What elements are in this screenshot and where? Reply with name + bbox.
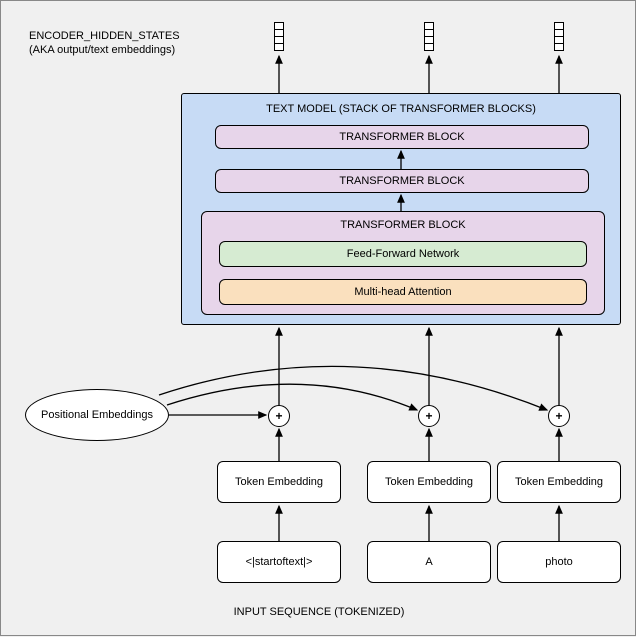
token-embedding-1: Token Embedding <box>367 461 491 503</box>
token-embedding-2: Token Embedding <box>497 461 621 503</box>
diagram-canvas: ENCODER_HIDDEN_STATES (AKA output/text e… <box>0 0 636 636</box>
multi-head-attention: Multi-head Attention <box>219 279 587 305</box>
transformer-block-1: TRANSFORMER BLOCK <box>215 169 589 193</box>
transformer-block-0: TRANSFORMER BLOCK <box>215 125 589 149</box>
token-2: photo <box>497 541 621 583</box>
text-model-title: TEXT MODEL (STACK OF TRANSFORMER BLOCKS) <box>266 102 536 116</box>
plus-node-0: + <box>268 405 290 427</box>
output-header: ENCODER_HIDDEN_STATES (AKA output/text e… <box>29 29 180 58</box>
token-embedding-0: Token Embedding <box>217 461 341 503</box>
feed-forward-network: Feed-Forward Network <box>219 241 587 267</box>
output-header-line1: ENCODER_HIDDEN_STATES <box>29 30 180 42</box>
output-embedding-2 <box>554 23 564 51</box>
output-embedding-0 <box>274 23 284 51</box>
token-0: <|startoftext|> <box>217 541 341 583</box>
transformer-block-expanded-title: TRANSFORMER BLOCK <box>340 218 465 232</box>
plus-node-2: + <box>548 405 570 427</box>
input-sequence-label: INPUT SEQUENCE (TOKENIZED) <box>1 605 636 619</box>
output-header-line2: (AKA output/text embeddings) <box>29 44 175 56</box>
output-embedding-1 <box>424 23 434 51</box>
positional-embeddings: Positional Embeddings <box>25 389 169 441</box>
token-1: A <box>367 541 491 583</box>
plus-node-1: + <box>418 405 440 427</box>
